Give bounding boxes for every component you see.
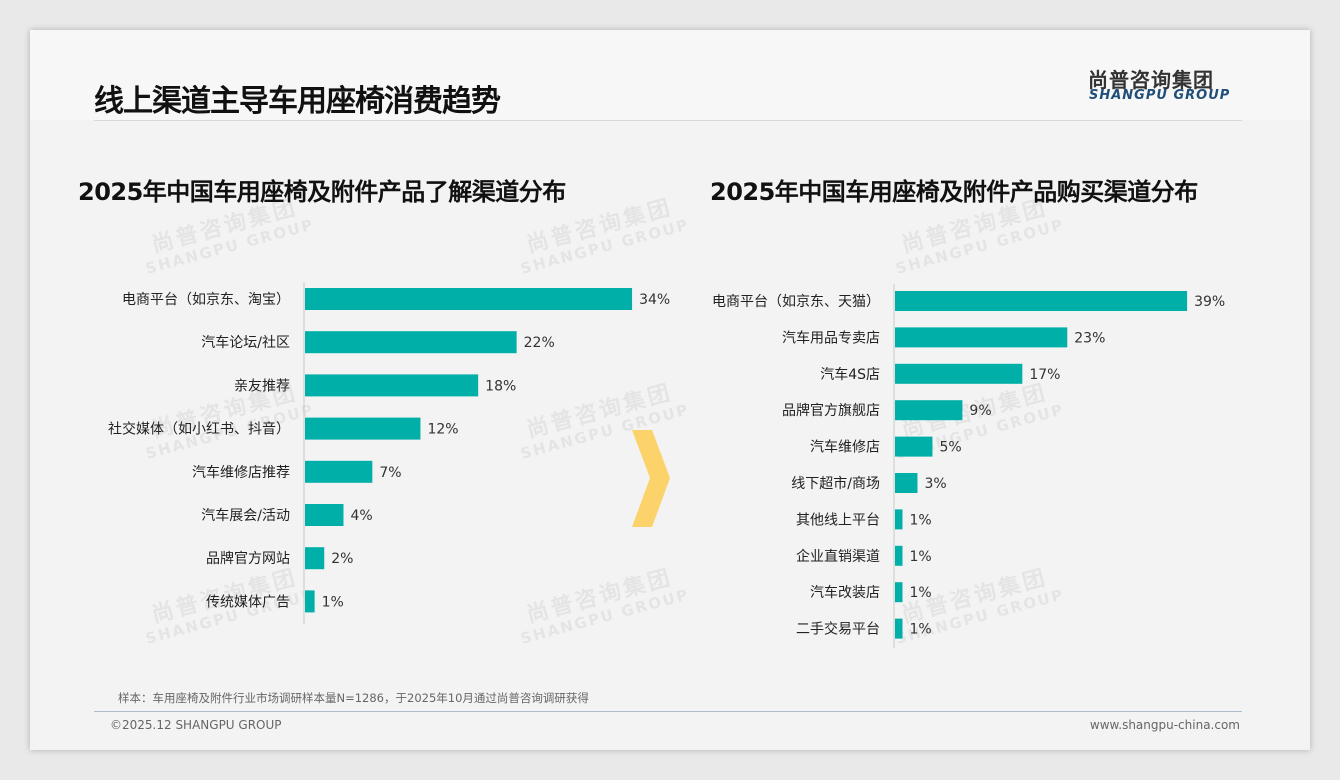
bar xyxy=(895,436,933,457)
category-label: 汽车改装店 xyxy=(810,584,880,601)
bar xyxy=(895,618,903,639)
category-label: 汽车维修店 xyxy=(810,439,880,456)
logo-cn: 尚普咨询集团 xyxy=(1088,68,1214,92)
category-label: 二手交易平台 xyxy=(796,621,880,638)
category-label: 线下超市/商场 xyxy=(791,475,880,492)
divider xyxy=(94,120,1242,121)
bar xyxy=(305,504,344,526)
header xyxy=(30,30,1310,120)
value-label: 23% xyxy=(1074,330,1105,346)
charts: 电商平台（如京东、淘宝） 34% 汽车论坛/社区 22% 亲友推荐 18% 社交媒体（如小红… xyxy=(108,282,1225,648)
logo-en: SHANGPU GROUP xyxy=(1089,88,1231,103)
category-label: 其他线上平台 xyxy=(796,512,880,528)
bar xyxy=(895,400,963,421)
footer-divider xyxy=(94,711,1242,712)
category-label: 品牌官方网站 xyxy=(206,550,290,567)
chart-title-left: 2025年中国车用座椅及附件产品了解渠道分布 xyxy=(78,178,566,206)
bar xyxy=(305,288,633,310)
category-label: 汽车用品专卖店 xyxy=(782,329,880,346)
value-label: 1% xyxy=(909,585,931,601)
value-label: 22% xyxy=(524,335,555,351)
bar xyxy=(305,460,373,483)
arrow-icon xyxy=(632,430,670,527)
value-label: 17% xyxy=(1029,367,1060,383)
category-label: 传统媒体广告 xyxy=(206,594,290,610)
bar xyxy=(305,331,517,354)
bar xyxy=(895,363,1023,384)
category-label: 企业直销渠道 xyxy=(796,548,880,565)
category-label: 电商平台（如京东、天猫） xyxy=(712,294,880,310)
slide: 线上渠道主导车用座椅消费趋势 尚普咨询集团 SHANGPU GROUP 尚普咨询… xyxy=(30,30,1310,750)
sample-note: 样本：车用座椅及附件行业市场调研样本量N=1286，于2025年10月通过尚普咨… xyxy=(118,691,589,705)
website-link[interactable]: www.shangpu-china.com xyxy=(1089,718,1240,732)
bar xyxy=(305,417,421,440)
value-label: 5% xyxy=(939,440,961,456)
category-label: 社交媒体（如小红书、抖音） xyxy=(108,421,290,438)
value-label: 3% xyxy=(924,476,946,492)
value-label: 9% xyxy=(969,403,991,419)
value-label: 1% xyxy=(909,622,931,638)
category-label: 汽车展会/活动 xyxy=(201,507,290,524)
bar xyxy=(305,590,315,613)
bar xyxy=(895,473,918,493)
value-label: 12% xyxy=(427,422,458,438)
category-label: 汽车论坛/社区 xyxy=(201,334,290,351)
category-label: 电商平台（如京东、淘宝） xyxy=(122,292,290,308)
bar xyxy=(895,327,1068,348)
category-label: 品牌官方旗舰店 xyxy=(782,402,880,419)
bar xyxy=(305,547,325,570)
value-label: 34% xyxy=(639,292,670,308)
bar xyxy=(895,545,903,566)
bar xyxy=(895,509,903,530)
chart-title-right: 2025年中国车用座椅及附件产品购买渠道分布 xyxy=(710,178,1198,206)
bar xyxy=(305,374,479,397)
page-title: 线上渠道主导车用座椅消费趋势 xyxy=(94,84,501,119)
bar xyxy=(895,582,903,603)
value-label: 4% xyxy=(350,508,372,524)
value-label: 1% xyxy=(909,549,931,565)
category-label: 亲友推荐 xyxy=(234,378,290,394)
category-label: 汽车4S店 xyxy=(820,366,880,383)
value-label: 39% xyxy=(1194,294,1225,310)
value-label: 1% xyxy=(322,594,344,610)
category-label: 汽车维修店推荐 xyxy=(192,464,290,481)
value-label: 2% xyxy=(331,551,353,567)
value-label: 18% xyxy=(485,378,516,394)
bar xyxy=(895,291,1188,311)
value-label: 7% xyxy=(379,465,401,481)
value-label: 1% xyxy=(909,512,931,528)
copyright: ©2025.12 SHANGPU GROUP xyxy=(110,718,282,732)
